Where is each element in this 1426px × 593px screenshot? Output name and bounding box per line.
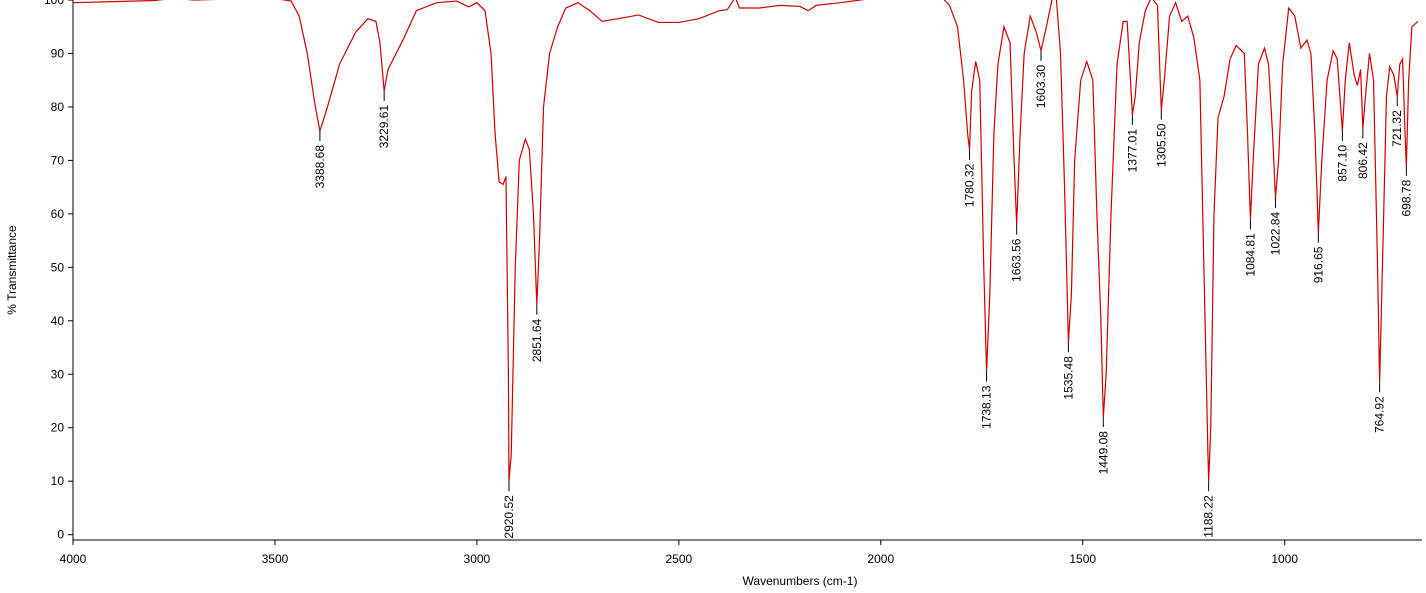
- x-tick-label: 3000: [464, 552, 491, 566]
- peak-label: 1738.13: [980, 385, 994, 429]
- y-tick-label: 50: [51, 260, 65, 274]
- x-tick-label: 1500: [1069, 552, 1096, 566]
- peak-label: 1535.48: [1061, 356, 1075, 400]
- y-axis-label: % Transmittance: [5, 225, 19, 315]
- peak-label: 1377.01: [1125, 129, 1139, 173]
- x-tick-label: 3500: [262, 552, 289, 566]
- y-tick-label: 90: [51, 46, 65, 60]
- x-axis-label: Wavenumbers (cm-1): [743, 574, 858, 588]
- peak-label: 721.32: [1390, 110, 1404, 147]
- peak-label: 3388.68: [313, 145, 327, 189]
- peak-label: 916.65: [1311, 246, 1325, 283]
- peak-label: 2851.64: [530, 318, 544, 362]
- y-tick-label: 10: [51, 474, 65, 488]
- peak-label: 764.92: [1373, 396, 1387, 433]
- x-tick-label: 4000: [60, 552, 87, 566]
- y-tick-label: 80: [51, 100, 65, 114]
- x-tick-label: 1000: [1271, 552, 1298, 566]
- y-tick-label: 70: [51, 153, 65, 167]
- peak-label: 1663.56: [1010, 238, 1024, 282]
- y-tick-label: 30: [51, 367, 65, 381]
- peak-label: 1188.22: [1202, 495, 1216, 538]
- y-tick-label: 100: [44, 0, 64, 7]
- y-tick-label: 40: [51, 314, 65, 328]
- peak-label: 1449.08: [1096, 431, 1110, 475]
- peak-label: 1780.32: [963, 163, 977, 207]
- y-tick-label: 0: [57, 528, 64, 542]
- peak-label: 698.78: [1399, 179, 1413, 216]
- peak-label: 1084.81: [1243, 233, 1257, 277]
- peak-label: 806.42: [1356, 142, 1370, 179]
- y-tick-label: 20: [51, 421, 65, 435]
- peak-label: 1603.30: [1034, 64, 1048, 108]
- peak-label: 857.10: [1335, 145, 1349, 182]
- x-tick-label: 2500: [665, 552, 692, 566]
- x-tick-label: 2000: [867, 552, 894, 566]
- peak-label: 2920.52: [502, 495, 516, 539]
- peak-label: 1305.50: [1154, 123, 1168, 167]
- spectrum-line: [72, 0, 1419, 482]
- peak-label: 1022.84: [1268, 212, 1282, 256]
- peak-label: 3229.61: [377, 105, 391, 149]
- y-tick-label: 60: [51, 207, 65, 221]
